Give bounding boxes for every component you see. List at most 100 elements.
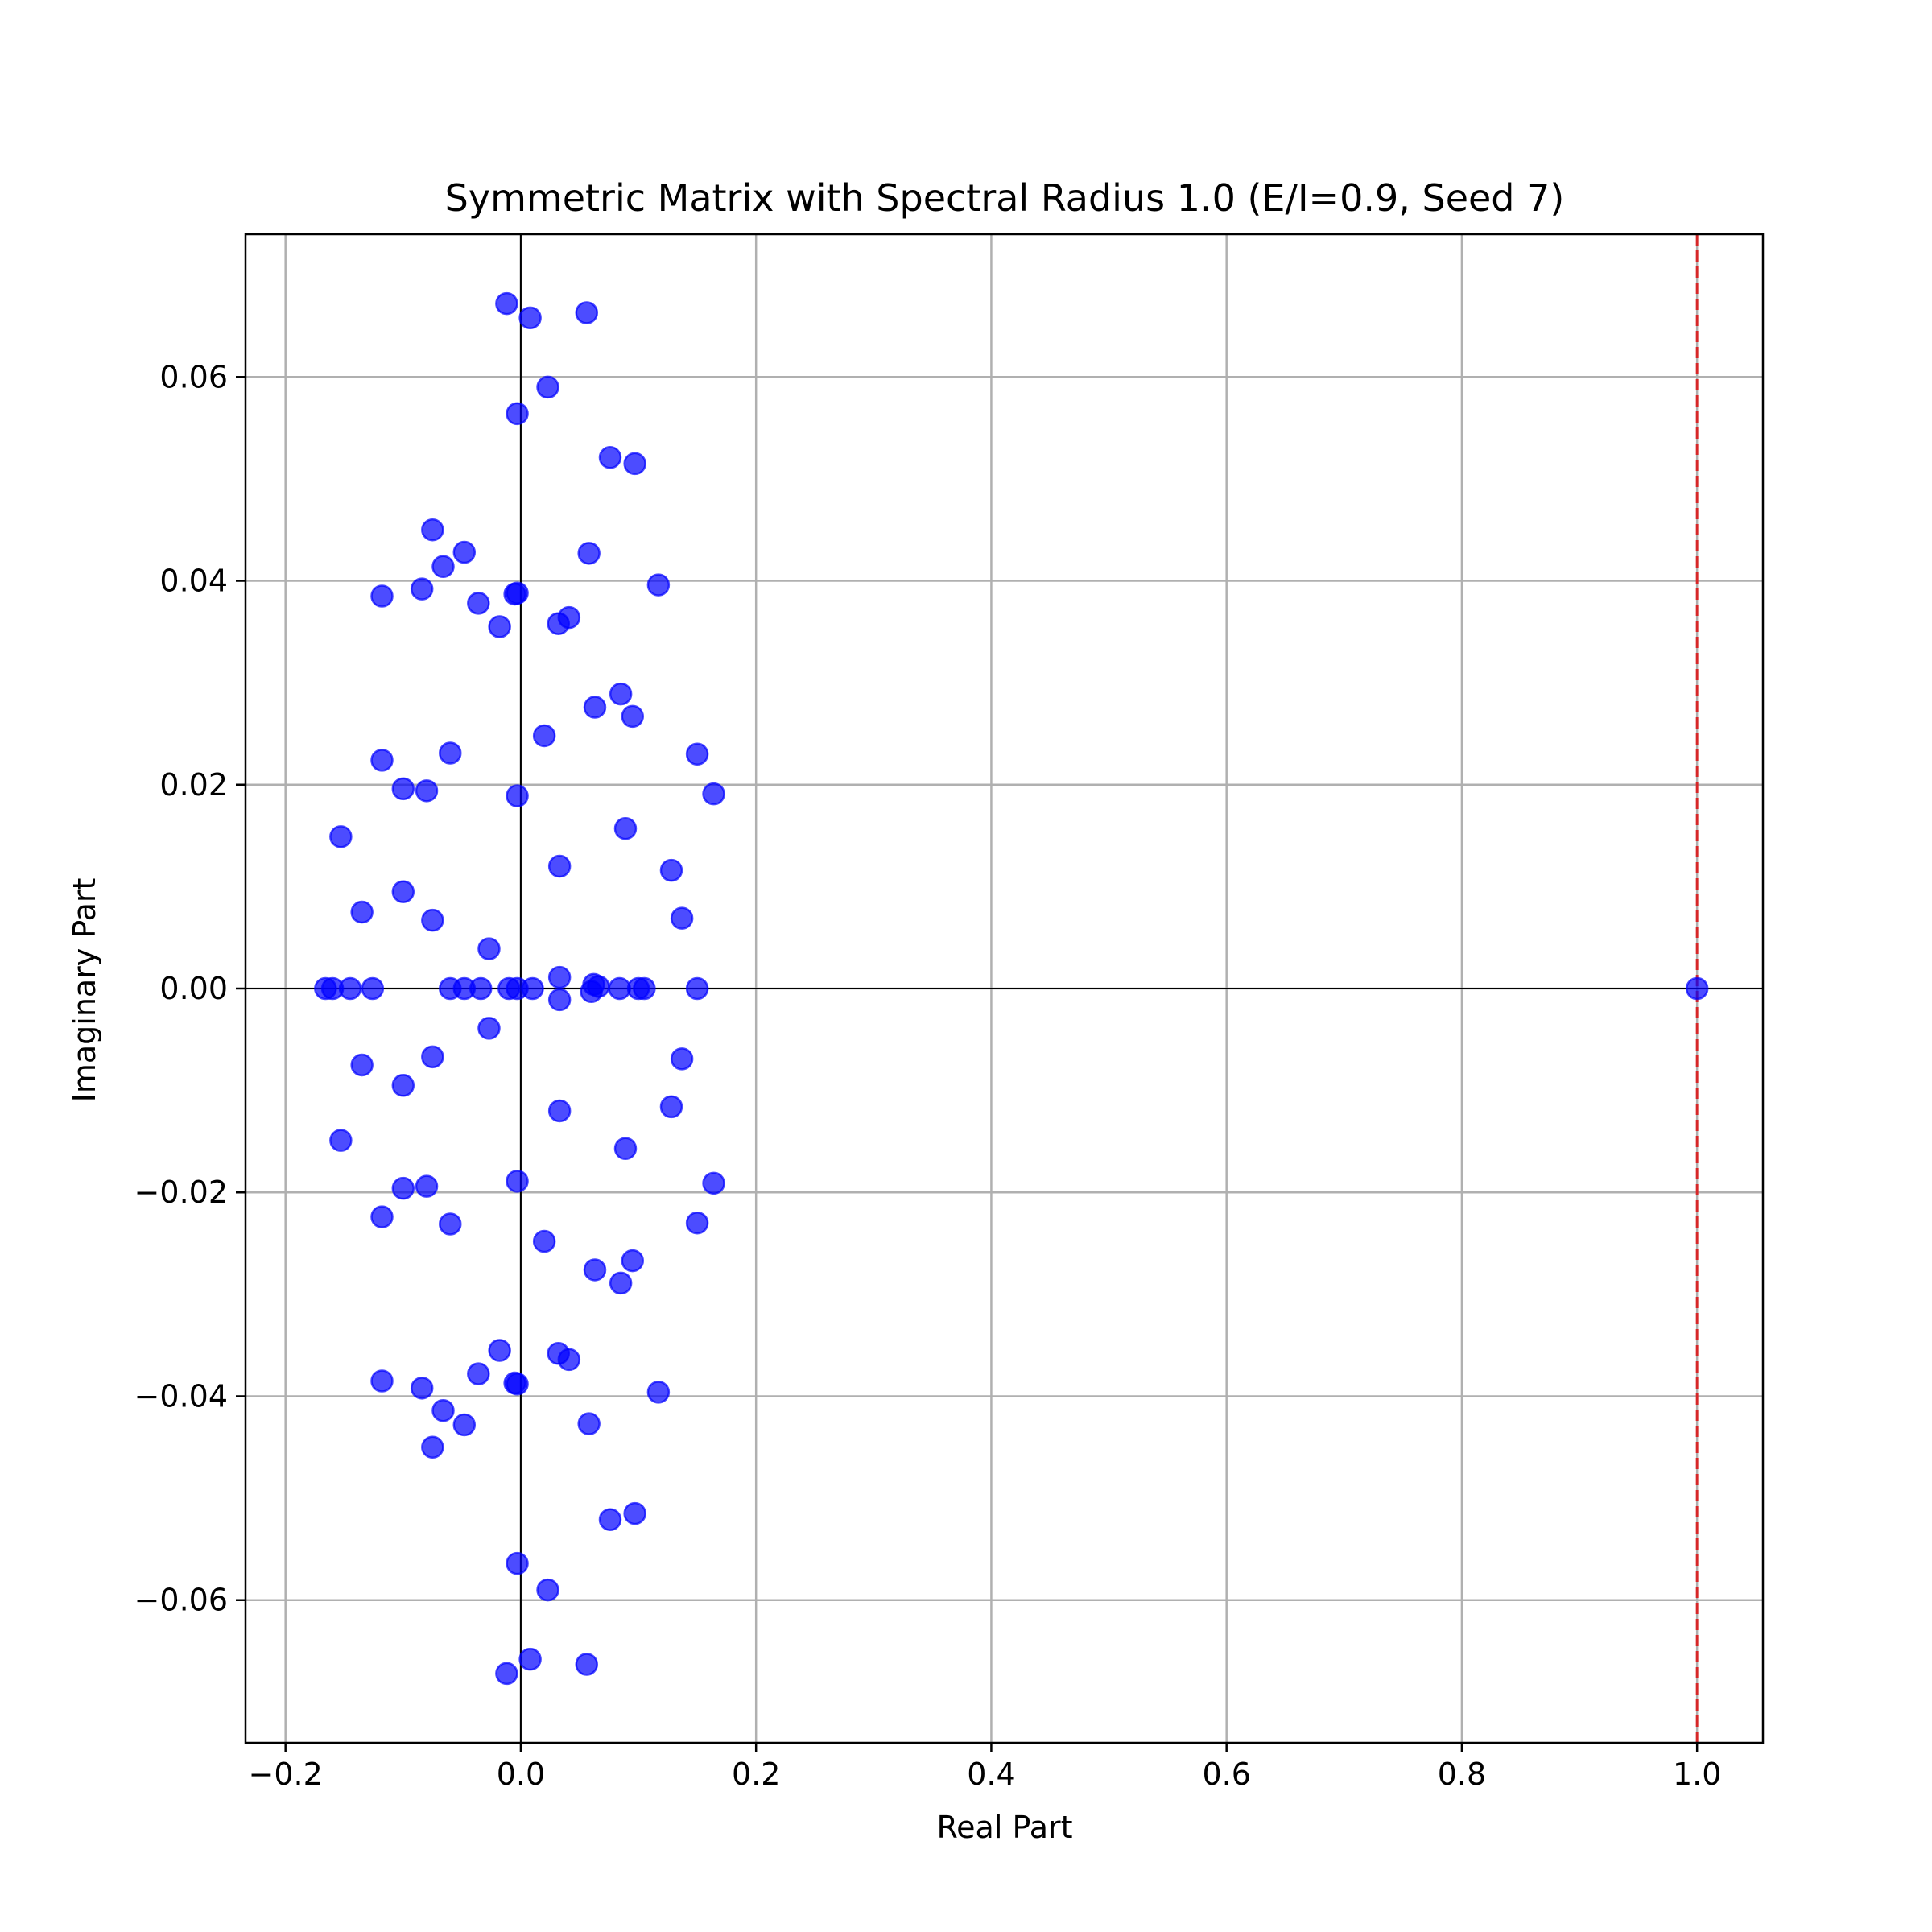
eigenvalue-point	[580, 980, 603, 1004]
y-tick-label: 0.02	[159, 767, 228, 803]
eigenvalue-point	[350, 900, 374, 924]
eigenvalue-point	[439, 1212, 462, 1236]
eigenvalue-point	[421, 908, 444, 932]
eigenvalue-point	[521, 976, 544, 1001]
eigenvalue-point	[506, 1551, 529, 1575]
x-tick-label: 0.4	[967, 1757, 1015, 1792]
eigenvalue-point	[488, 615, 511, 638]
eigenvalue-point	[583, 1258, 607, 1282]
eigenvalue-point	[431, 1398, 455, 1422]
y-tick-label: −0.02	[134, 1174, 228, 1210]
y-tick-label: −0.04	[134, 1378, 228, 1414]
y-axis-label: Imaginary Part	[67, 878, 102, 1103]
eigenvalue-point	[547, 988, 572, 1012]
eigenvalue-point	[598, 1508, 622, 1531]
y-tick-label: −0.06	[134, 1583, 228, 1618]
eigenvalue-point	[421, 1045, 444, 1069]
eigenvalue-point	[452, 540, 477, 564]
x-tick-label: 0.8	[1438, 1757, 1486, 1792]
y-tick-label: 0.04	[159, 564, 228, 599]
eigenvalue-point	[469, 976, 493, 1001]
eigenvalue-point	[646, 573, 671, 597]
eigenvalue-point	[557, 605, 581, 630]
eigenvalue-point	[329, 1129, 353, 1152]
eigenvalue-point	[609, 1271, 633, 1295]
eigenvalue-point	[495, 1662, 518, 1686]
eigenvalue-point	[506, 1170, 529, 1193]
eigenvalue-point	[431, 555, 455, 579]
eigenvalue-point	[506, 1373, 529, 1396]
eigenvalue-point	[623, 1501, 646, 1525]
eigenvalue-point	[575, 301, 599, 324]
eigenvalue-point	[702, 1171, 725, 1195]
eigenvalue-point	[467, 1362, 490, 1385]
eigenvalue-point	[415, 779, 439, 803]
eigenvalue-point	[702, 782, 725, 806]
eigenvalue-point	[488, 1339, 511, 1362]
x-tick-label: 1.0	[1673, 1757, 1721, 1792]
eigenvalue-point	[329, 825, 353, 848]
eigenvalue-point	[536, 1578, 559, 1602]
x-axis-ticks: −0.2 0.0 0.2 0.4 0.6 0.8 1.0	[249, 1743, 1721, 1792]
x-axis-label: Real Part	[936, 1810, 1072, 1845]
eigenvalue-point	[583, 696, 607, 719]
x-tick-label: 0.6	[1202, 1757, 1250, 1792]
eigenvalue-point	[361, 976, 385, 1001]
eigenvalue-point	[547, 854, 572, 878]
x-tick-label: 0.2	[732, 1757, 780, 1792]
eigenvalue-point	[506, 402, 529, 426]
eigenvalue-point	[506, 581, 529, 605]
chart-title: Symmetric Matrix with Spectral Radius 1.…	[445, 176, 1565, 220]
eigenvalue-point	[495, 291, 518, 316]
data-points	[314, 291, 1709, 1686]
eigenvalue-point	[621, 1249, 644, 1273]
eigenvalue-point	[350, 1053, 374, 1077]
eigenvalue-point	[547, 965, 572, 989]
x-tick-label: −0.2	[249, 1757, 323, 1792]
eigenvalue-point	[370, 1205, 394, 1228]
eigenvalue-point	[391, 880, 415, 903]
eigenvalue-point	[575, 1653, 599, 1676]
eigenvalue-point	[421, 518, 444, 542]
y-axis-ticks: −0.06 −0.04 −0.02 0.00 0.02 0.04 0.06	[134, 359, 246, 1618]
eigenvalue-point	[506, 784, 529, 807]
eigenvalue-point	[547, 1099, 572, 1123]
eigenvalue-point	[659, 858, 683, 882]
eigenvalue-point	[518, 306, 542, 330]
eigenvalue-point	[415, 1174, 439, 1198]
eigenvalue-point	[477, 937, 501, 960]
eigenvalue-point	[685, 742, 709, 766]
eigenvalue-point	[670, 906, 694, 930]
eigenvalue-point	[370, 749, 394, 772]
eigenvalue-point	[685, 1211, 709, 1235]
eigenvalue-point	[670, 1047, 694, 1071]
eigenvalue-point	[338, 976, 362, 1001]
eigenvalue-point	[621, 704, 644, 729]
y-tick-label: 0.06	[159, 359, 228, 394]
x-tick-label: 0.0	[497, 1757, 545, 1792]
eigenvalue-point	[608, 976, 631, 1001]
eigenvalue-point	[577, 1412, 601, 1435]
eigenvalue-point	[623, 452, 646, 476]
plot-area	[244, 233, 1765, 1744]
eigenvalue-point	[370, 1369, 394, 1393]
eigenvalue-point	[410, 1377, 434, 1400]
eigenvalue-point	[391, 1176, 415, 1200]
eigenvalue-point	[633, 976, 656, 1001]
eigenvalue-point	[613, 1137, 638, 1161]
eigenvalue-point	[467, 592, 490, 615]
eigenvalue-point	[477, 1017, 501, 1040]
eigenvalue-point	[685, 976, 709, 1001]
eigenvalue-point	[598, 446, 622, 469]
eigenvalue-point	[577, 542, 601, 565]
eigenvalue-point	[421, 1435, 444, 1459]
eigenvalue-point	[532, 724, 556, 748]
eigenvalue-point	[646, 1381, 671, 1404]
eigenvalue-point	[439, 741, 462, 765]
eigenvalue-point	[659, 1095, 683, 1119]
eigenvalue-point	[410, 577, 434, 601]
eigenvalue-point	[609, 682, 633, 706]
eigenvalue-point	[1685, 976, 1709, 1001]
